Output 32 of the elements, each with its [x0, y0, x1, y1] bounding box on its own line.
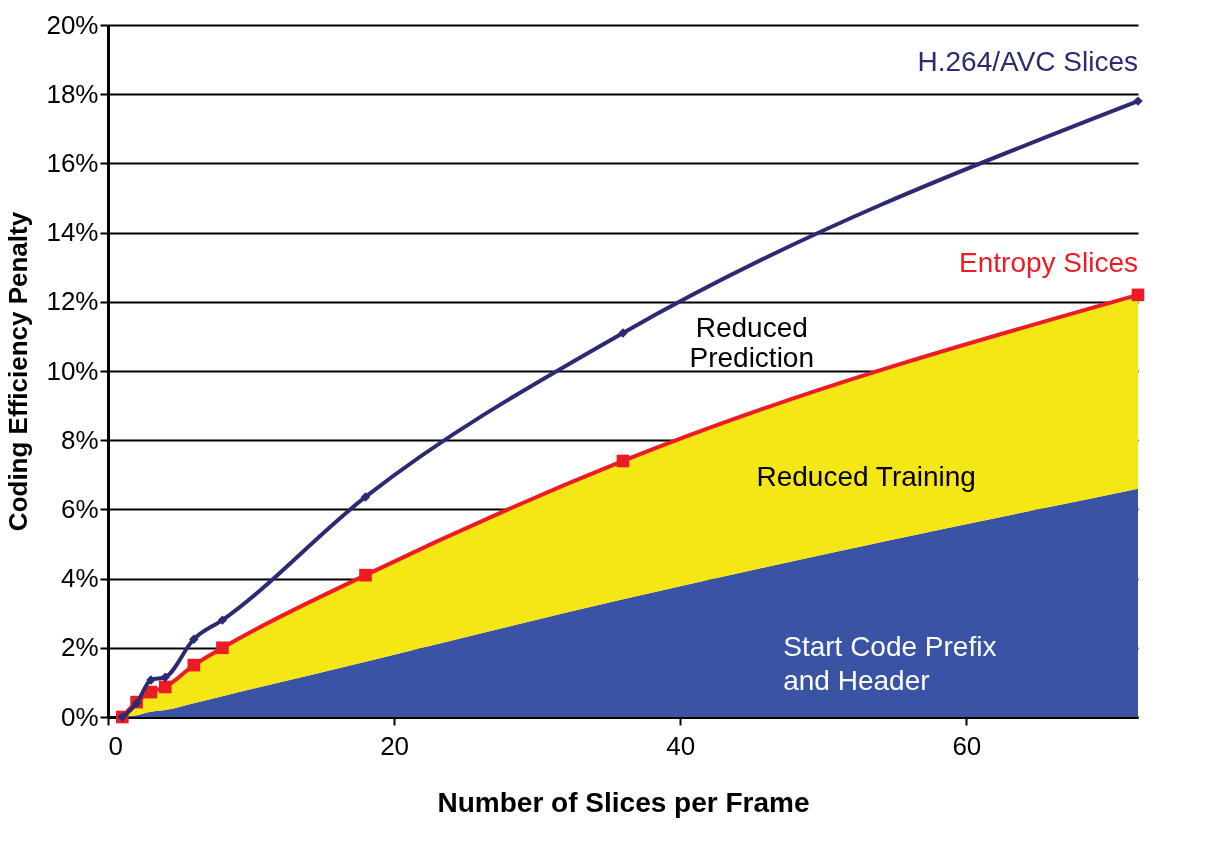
series-label: H.264/AVC Slices — [917, 46, 1138, 78]
point — [616, 454, 630, 468]
y-tick-label: 10% — [46, 355, 99, 386]
y-axis-title: Coding Efficiency Penalty — [3, 211, 34, 532]
point — [359, 568, 372, 582]
y-tick-label: 0% — [60, 701, 99, 732]
point — [189, 634, 199, 644]
point — [187, 658, 201, 672]
x-tick-label: 0 — [108, 730, 123, 761]
y-tick-label: 12% — [46, 286, 99, 317]
x-tick-label: 40 — [666, 730, 696, 761]
x-axis-title: Number of Slices per Frame — [437, 786, 810, 818]
point — [160, 672, 170, 682]
point — [360, 492, 371, 502]
annotation: Reduced Prediction — [689, 312, 815, 374]
y-tick-label: 18% — [46, 78, 99, 109]
x-tick-label: 60 — [952, 730, 982, 761]
annotation: Reduced Training — [756, 461, 976, 493]
series-label: Start Code Prefix and Header — [783, 630, 997, 696]
y-tick-label: 4% — [60, 563, 99, 594]
y-tick-label: 16% — [46, 147, 99, 178]
y-tick-label: 2% — [60, 632, 99, 663]
series-label: Entropy Slices — [959, 246, 1138, 278]
point — [158, 680, 172, 694]
point — [216, 641, 229, 655]
y-tick-label: 20% — [46, 9, 99, 40]
y-tick-label: 14% — [46, 217, 99, 248]
point — [1131, 288, 1145, 302]
point — [217, 615, 228, 625]
y-tick-label: 8% — [60, 424, 99, 455]
x-tick-label: 20 — [380, 730, 410, 761]
y-tick-label: 6% — [60, 493, 99, 524]
